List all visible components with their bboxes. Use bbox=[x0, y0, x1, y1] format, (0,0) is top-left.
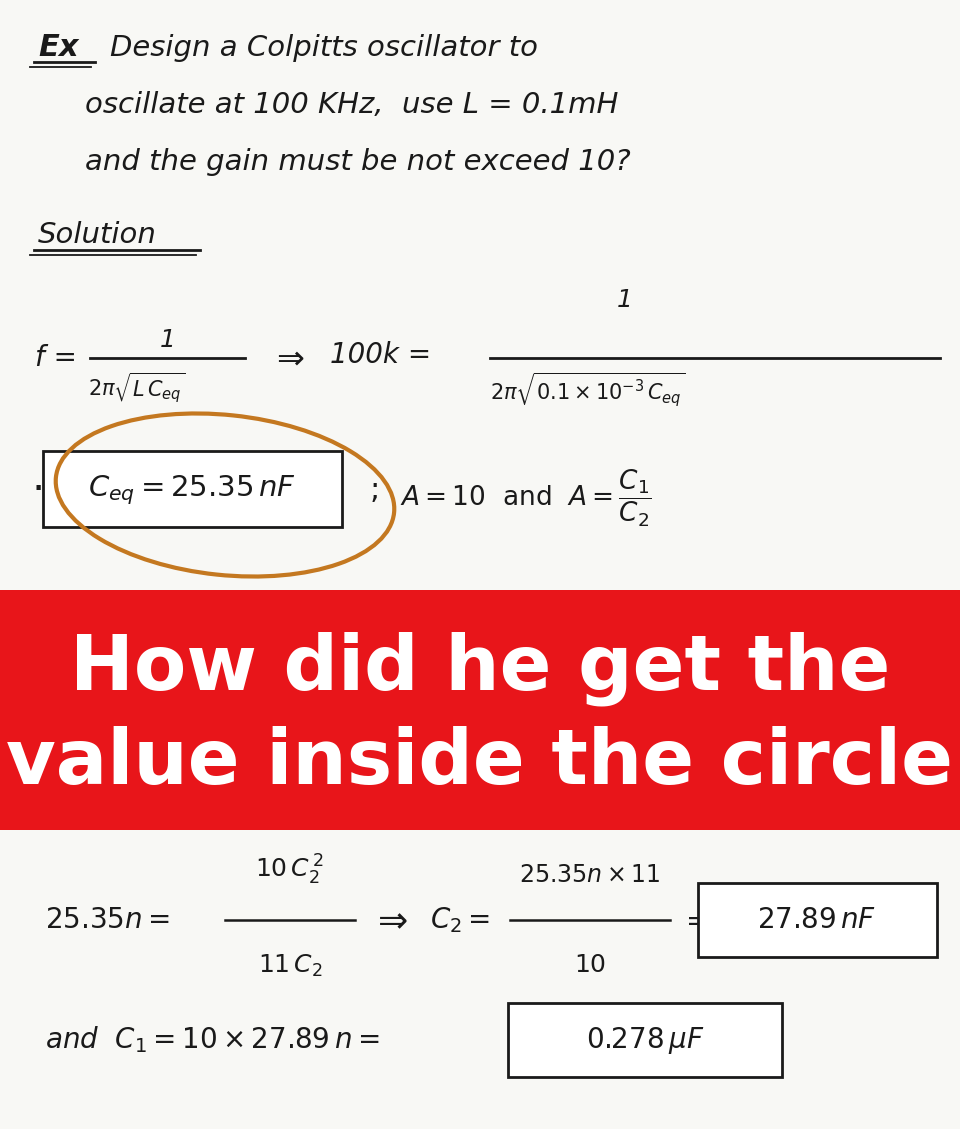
Text: ·: · bbox=[32, 469, 45, 511]
Text: $27.89\,nF$: $27.89\,nF$ bbox=[757, 905, 876, 934]
Text: $10$: $10$ bbox=[574, 953, 606, 977]
FancyBboxPatch shape bbox=[43, 450, 342, 527]
Text: and  $C_1 = 10 \times 27.89\,n =$: and $C_1 = 10 \times 27.89\,n =$ bbox=[45, 1025, 379, 1056]
Text: $2\pi\sqrt{L\,C_{eq}}$: $2\pi\sqrt{L\,C_{eq}}$ bbox=[88, 370, 185, 405]
Text: $25.35n =$: $25.35n =$ bbox=[45, 905, 170, 934]
Text: $11\,C_2$: $11\,C_2$ bbox=[257, 953, 323, 979]
Text: $0.278\,\mu F$: $0.278\,\mu F$ bbox=[586, 1024, 705, 1056]
Text: $A = 10$  and  $A = \dfrac{C_1}{C_2}$: $A = 10$ and $A = \dfrac{C_1}{C_2}$ bbox=[400, 469, 652, 530]
Text: $\Rightarrow$: $\Rightarrow$ bbox=[370, 903, 408, 937]
FancyBboxPatch shape bbox=[698, 883, 937, 957]
Text: ;: ; bbox=[370, 475, 380, 505]
Text: f =: f = bbox=[35, 344, 77, 371]
Text: $\Rightarrow$: $\Rightarrow$ bbox=[270, 341, 305, 375]
Text: $=$: $=$ bbox=[680, 905, 708, 934]
FancyBboxPatch shape bbox=[508, 1003, 782, 1077]
Text: Design a Colpitts oscillator to: Design a Colpitts oscillator to bbox=[110, 34, 538, 62]
Text: Ex: Ex bbox=[38, 34, 79, 62]
Text: and the gain must be not exceed 10?: and the gain must be not exceed 10? bbox=[85, 148, 631, 176]
Bar bbox=[0, 590, 960, 830]
Text: $C_2 =$: $C_2 =$ bbox=[430, 905, 491, 935]
Text: 1: 1 bbox=[617, 288, 633, 312]
Text: 1: 1 bbox=[160, 329, 176, 352]
Text: Solution: Solution bbox=[38, 221, 156, 250]
Text: $10\,C_2^{\,2}$: $10\,C_2^{\,2}$ bbox=[255, 852, 324, 887]
Text: $25.35n \times 11$: $25.35n \times 11$ bbox=[519, 863, 660, 887]
Text: 100k =: 100k = bbox=[330, 341, 431, 369]
Text: $2\pi\sqrt{0.1\times10^{-3}\,C_{eq}}$: $2\pi\sqrt{0.1\times10^{-3}\,C_{eq}}$ bbox=[490, 370, 685, 409]
Text: How did he get the: How did he get the bbox=[70, 632, 890, 707]
Text: $C_{eq}= 25.35\,nF$: $C_{eq}= 25.35\,nF$ bbox=[88, 473, 296, 507]
Text: value inside the circle: value inside the circle bbox=[7, 726, 953, 799]
Text: oscillate at 100 KHz,  use L = 0.1mH: oscillate at 100 KHz, use L = 0.1mH bbox=[85, 91, 618, 119]
